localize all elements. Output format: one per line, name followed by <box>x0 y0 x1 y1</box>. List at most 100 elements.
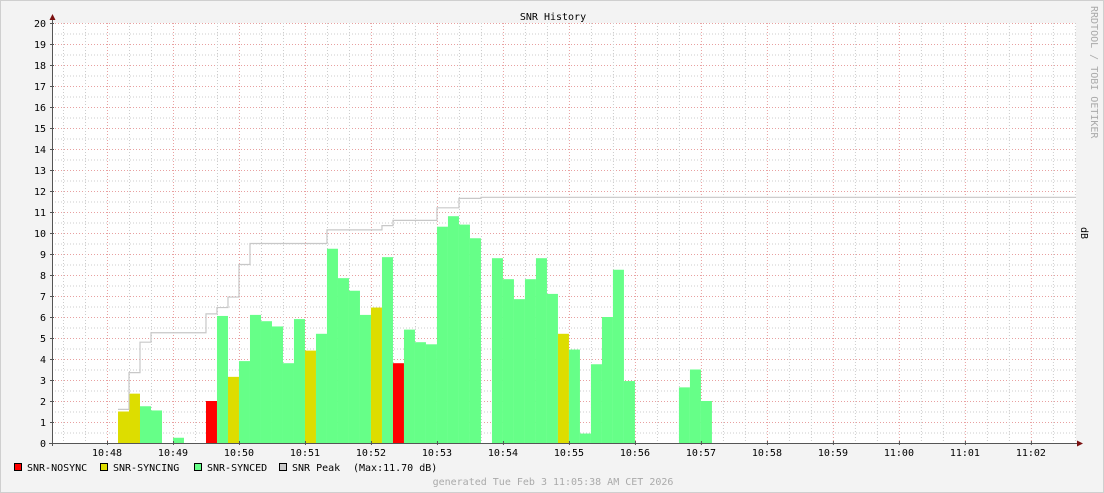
y-tick-label: 8 <box>40 271 46 282</box>
legend: SNR-NOSYNC SNR-SYNCING SNR-SYNCED SNR Peak (… <box>14 463 437 474</box>
legend-label-nosync: SNR-NOSYNC <box>27 463 87 474</box>
legend-label-syncing: SNR-SYNCING <box>113 463 179 474</box>
bar-syncing <box>557 333 569 443</box>
bar-synced <box>293 319 305 443</box>
y-tick-label: 17 <box>34 82 46 93</box>
x-tick-label: 11:00 <box>884 448 914 459</box>
bar-synced <box>238 361 250 443</box>
chart-title: SNR History <box>520 12 586 23</box>
bar-synced <box>678 387 690 443</box>
bar-synced <box>425 344 437 443</box>
peak-line <box>117 196 1076 410</box>
y-axis-arrow-icon <box>49 14 56 20</box>
legend-swatch-synced <box>194 463 202 471</box>
bar-syncing <box>128 393 140 443</box>
x-tick-label: 10:50 <box>224 448 254 459</box>
x-tick-label: 10:55 <box>554 448 584 459</box>
bar-synced <box>535 258 547 443</box>
bar-synced <box>403 329 415 443</box>
y-tick-label: 19 <box>34 40 46 51</box>
y-tick-label: 6 <box>40 313 46 324</box>
y-tick-label: 4 <box>40 355 46 366</box>
x-tick-label: 11:02 <box>1016 448 1046 459</box>
y-tick-label: 0 <box>40 439 46 450</box>
legend-swatch-syncing <box>100 463 108 471</box>
y-tick-label: 16 <box>34 103 46 114</box>
bar-synced <box>579 433 591 443</box>
bar-synced <box>524 279 536 443</box>
bars <box>117 216 712 443</box>
y-tick-label: 3 <box>40 376 46 387</box>
bar-synced <box>150 410 162 443</box>
y-tick-label: 1 <box>40 418 46 429</box>
bar-synced <box>689 369 701 443</box>
y-tick-label: 10 <box>34 229 46 240</box>
bar-synced <box>447 216 459 443</box>
bar-syncing <box>117 411 129 443</box>
bar-synced <box>216 315 228 443</box>
y-tick-label: 5 <box>40 334 46 345</box>
x-tick-label: 10:57 <box>686 448 716 459</box>
y-tick-label: 18 <box>34 61 46 72</box>
x-tick-label: 10:51 <box>290 448 320 459</box>
legend-label-peak: SNR Peak <box>292 463 340 474</box>
bar-synced <box>326 248 338 443</box>
y-tick-label: 15 <box>34 124 46 135</box>
y-tick-label: 9 <box>40 250 46 261</box>
bar-synced <box>381 257 393 443</box>
x-tick-label: 10:48 <box>92 448 122 459</box>
legend-label-synced: SNR-SYNCED <box>207 463 267 474</box>
x-tick-label: 10:49 <box>158 448 188 459</box>
x-tick-label: 10:59 <box>818 448 848 459</box>
y-tick-label: 7 <box>40 292 46 303</box>
bar-synced <box>491 258 503 443</box>
x-tick-label: 10:53 <box>422 448 452 459</box>
y-axis-label: dB <box>1078 227 1089 239</box>
bar-synced <box>502 279 514 443</box>
y-tick-label: 2 <box>40 397 46 408</box>
grid <box>52 23 1076 444</box>
bar-synced <box>436 226 448 443</box>
bar-synced <box>260 321 272 443</box>
bar-synced <box>139 406 151 443</box>
bar-synced <box>568 349 580 443</box>
y-tick-label: 11 <box>34 208 46 219</box>
bar-synced <box>337 278 349 443</box>
bar-synced <box>546 293 558 443</box>
footer-generated: generated Tue Feb 3 11:05:38 AM CET 2026 <box>433 477 674 488</box>
bar-synced <box>348 290 360 443</box>
bar-synced <box>700 401 712 443</box>
bar-synced <box>282 363 294 443</box>
bar-synced <box>590 364 602 443</box>
x-tick-label: 10:52 <box>356 448 386 459</box>
x-tick-label: 10:54 <box>488 448 518 459</box>
bar-syncing <box>304 350 316 443</box>
legend-swatch-nosync <box>14 463 22 471</box>
x-tick-label: 10:58 <box>752 448 782 459</box>
bar-syncing <box>370 307 382 443</box>
y-tick-label: 12 <box>34 187 46 198</box>
x-tick-label: 11:01 <box>950 448 980 459</box>
legend-swatch-peak <box>279 463 287 471</box>
bar-synced <box>601 317 613 443</box>
bar-synced <box>469 238 481 443</box>
y-tick-label: 20 <box>34 19 46 30</box>
legend-max: (Max:11.70 dB) <box>353 463 437 474</box>
bar-synced <box>414 342 426 443</box>
peak-line-group <box>117 196 1076 410</box>
bar-synced <box>513 299 525 443</box>
bar-synced <box>172 437 184 443</box>
bar-synced <box>271 326 283 443</box>
x-tick-label: 10:56 <box>620 448 650 459</box>
bar-nosync <box>392 363 404 443</box>
bar-synced <box>612 269 624 443</box>
bar-nosync <box>205 401 217 443</box>
bar-synced <box>623 381 635 443</box>
bar-synced <box>315 333 327 443</box>
bar-syncing <box>227 376 239 443</box>
x-axis-arrow-icon <box>1077 440 1083 447</box>
bar-synced <box>359 314 371 443</box>
